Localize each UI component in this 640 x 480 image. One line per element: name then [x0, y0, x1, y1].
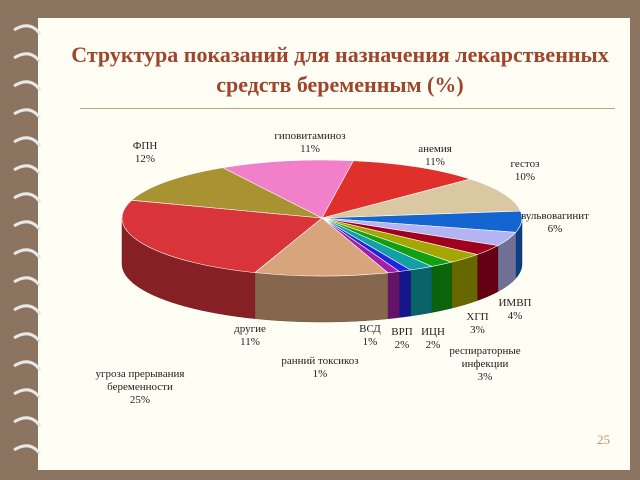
category-label: ВРП	[391, 326, 413, 338]
title-rule	[80, 108, 615, 109]
slice-side	[477, 245, 499, 301]
page-number: 25	[597, 432, 610, 447]
value-label: 1%	[312, 368, 328, 380]
slice-label: ХГП 3%	[455, 311, 500, 337]
value-label: 12%	[134, 153, 156, 165]
category-label: гиповитаминоз	[274, 130, 346, 142]
value-label: 11%	[240, 336, 260, 348]
value-label: 3%	[477, 371, 493, 383]
category-label: другие	[234, 323, 266, 335]
category-label: вульвовагинит	[521, 210, 589, 222]
slice	[254, 217, 389, 277]
chart-title: Структура показаний для назначения лекар…	[71, 42, 609, 97]
slice-label: респираторные инфекции 3%	[440, 345, 530, 384]
slice-label: гестоз 10%	[495, 158, 555, 184]
slice-label: ФПН 12%	[120, 140, 170, 166]
category-label: ранний токсикоз	[281, 355, 359, 367]
slice-label: ИЦН 2%	[418, 326, 448, 352]
slice	[321, 160, 472, 219]
binding	[13, 24, 42, 455]
value-label: 3%	[470, 324, 485, 336]
category-label: анемия	[418, 143, 452, 155]
category-label: ХГП	[466, 311, 489, 323]
slice-label: другие 11%	[220, 323, 280, 349]
value-label: 2%	[425, 339, 441, 351]
category-label: ФПН	[132, 140, 158, 152]
slice-label: угроза прерывания беременности 25%	[85, 368, 195, 407]
slice-label: вульвовагинит 6%	[510, 210, 600, 236]
slice-side	[431, 261, 452, 313]
value-label: 11%	[425, 156, 445, 168]
value-label: 11%	[300, 143, 320, 155]
slice-label: анемия 11%	[400, 143, 470, 169]
value-label: 25%	[129, 394, 151, 406]
slice-label: ВРП 2%	[385, 326, 419, 352]
category-label: ИЦН	[421, 326, 445, 338]
slice-side	[254, 272, 389, 323]
value-label: 1%	[362, 336, 378, 348]
category-label: ВСД	[359, 323, 381, 335]
slice-side	[410, 266, 433, 317]
slice-side	[451, 254, 478, 309]
value-label: 4%	[507, 310, 523, 322]
slice-label: ИМВП 4%	[490, 297, 540, 323]
slice	[321, 178, 522, 219]
slice	[221, 159, 354, 219]
value-label: 2%	[394, 339, 410, 351]
category-label: ИМВП	[498, 297, 532, 309]
slice-side	[387, 271, 400, 320]
slice-label: ранний токсикоз 1%	[270, 355, 370, 381]
slice	[130, 167, 323, 219]
slice-side	[399, 269, 411, 318]
value-label: 6%	[547, 223, 563, 235]
category-label: угроза прерывания беременности	[95, 368, 185, 393]
slice-label: ВСД 1%	[355, 323, 385, 349]
category-label: гестоз	[510, 158, 540, 170]
value-label: 10%	[514, 171, 536, 183]
slice	[121, 199, 323, 273]
category-label: респираторные инфекции	[449, 345, 521, 370]
slice-label: гиповитаминоз 11%	[255, 130, 365, 156]
